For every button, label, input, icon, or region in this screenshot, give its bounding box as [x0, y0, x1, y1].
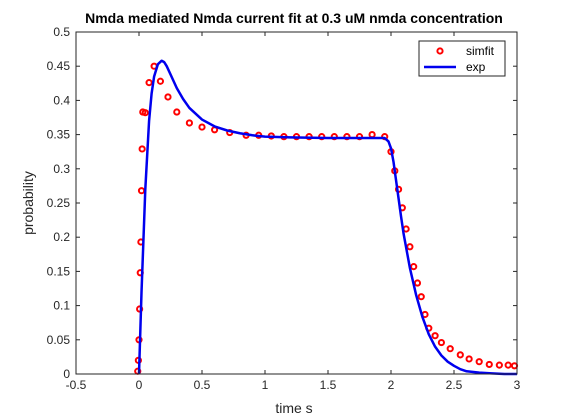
data-point-simfit — [138, 145, 146, 153]
data-point-simfit — [164, 93, 172, 101]
data-point-simfit — [141, 109, 149, 117]
data-point-simfit — [198, 123, 206, 131]
y-tick-label: 0.4 — [53, 93, 70, 107]
plot-background — [76, 32, 517, 374]
y-tick-label: 0 — [63, 367, 70, 381]
data-point-simfit — [437, 338, 445, 347]
x-tick-label: 3 — [514, 378, 521, 392]
x-tick-label: -0.5 — [66, 378, 87, 392]
legend: simfit exp — [418, 40, 506, 77]
y-tick-label: 0.05 — [47, 333, 71, 347]
data-point-simfit — [145, 79, 153, 87]
y-tick-label: 0.5 — [53, 25, 70, 39]
y-tick-label: 0.45 — [47, 59, 71, 73]
legend-swatch-simfit — [436, 47, 444, 55]
legend-label-simfit: simfit — [466, 44, 495, 58]
y-tick-label: 0.15 — [47, 264, 71, 278]
x-tick-label: 2.5 — [446, 378, 463, 392]
data-point-simfit — [495, 361, 503, 369]
plot-area — [76, 32, 517, 374]
data-point-simfit — [485, 360, 493, 369]
x-tick-label: 2 — [388, 378, 395, 392]
data-point-simfit — [185, 119, 193, 127]
data-point-simfit — [475, 358, 483, 366]
x-tick-label: 0.5 — [194, 378, 211, 392]
y-tick-label: 0.3 — [53, 162, 70, 176]
y-axis-label: probability — [20, 171, 36, 235]
y-tick-label: 0.25 — [47, 196, 71, 210]
x-tick-label: 1.5 — [320, 378, 337, 392]
series-line-exp — [137, 59, 517, 376]
series-layer — [134, 59, 519, 376]
data-point-simfit — [504, 361, 512, 369]
data-point-simfit — [173, 108, 181, 116]
data-point-simfit — [156, 77, 165, 85]
y-tick-label: 0.1 — [53, 299, 70, 313]
x-axis-label: time s — [275, 400, 312, 416]
legend-label-exp: exp — [466, 60, 486, 74]
x-tick-label: 0 — [136, 378, 143, 392]
data-point-simfit — [446, 345, 454, 353]
ticks-layer: -0.5 0 0.5 1 1.5 2 2.5 300.050.10.150.20.250.30… — [47, 25, 521, 392]
data-point-simfit — [465, 355, 473, 363]
data-point-simfit — [413, 279, 422, 287]
data-point-simfit — [417, 293, 425, 301]
data-point-simfit — [410, 263, 418, 271]
legend-box — [418, 40, 506, 77]
data-point-simfit — [431, 332, 439, 340]
y-tick-label: 0.35 — [47, 128, 71, 142]
data-point-simfit — [456, 351, 464, 359]
chart-title: Nmda mediated Nmda current fit at 0.3 uM… — [85, 10, 503, 26]
x-tick-label: 1 — [262, 378, 269, 392]
data-point-simfit — [406, 243, 414, 251]
y-tick-label: 0.2 — [53, 230, 70, 244]
